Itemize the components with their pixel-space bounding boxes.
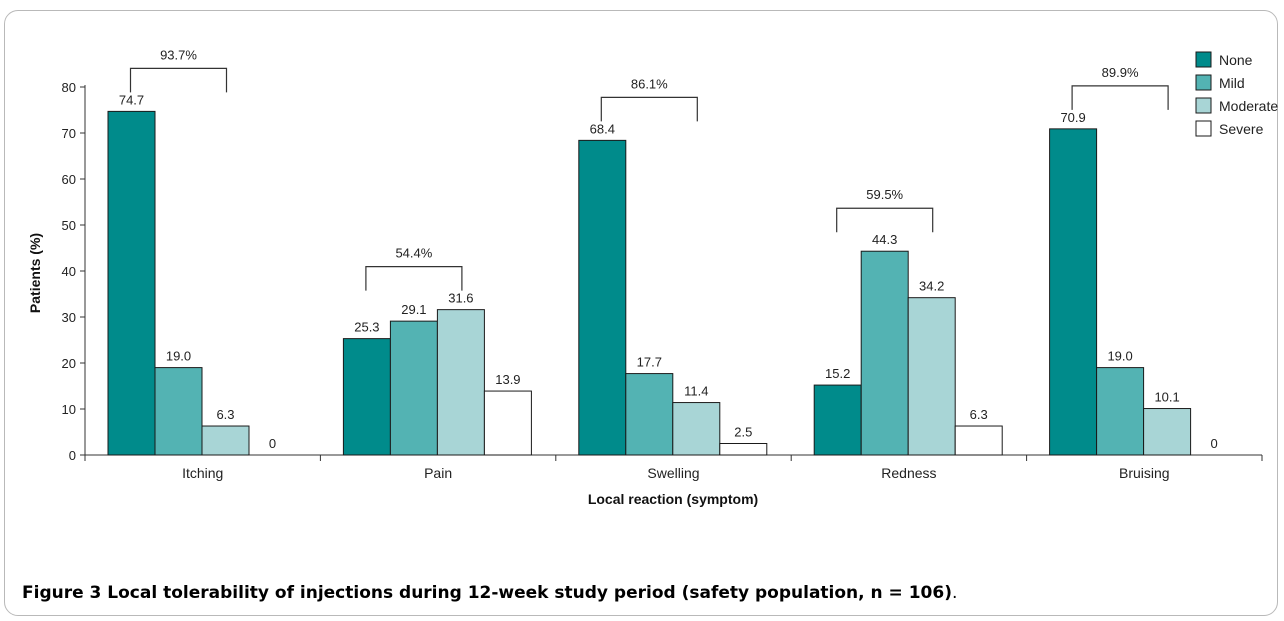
x-tick-label: Pain: [424, 465, 452, 481]
bracket: [1071, 85, 1169, 110]
y-axis-title: Patients (%): [27, 233, 43, 313]
bar-value-label: 31.6: [448, 291, 473, 306]
x-tick-label: Bruising: [1119, 465, 1170, 481]
legend-swatch: [1195, 74, 1212, 91]
y-tick-label: 0: [69, 448, 76, 463]
bar: [813, 384, 862, 456]
y-tick-label: 60: [62, 172, 76, 187]
caption-text: Local tolerability of injections during …: [101, 583, 952, 603]
bar: [907, 297, 956, 456]
x-tick-label: Redness: [881, 465, 936, 481]
bracket: [600, 96, 698, 122]
bar-value-label: 15.2: [825, 366, 850, 381]
y-tick-label: 30: [62, 310, 76, 325]
bar-value-label: 2.5: [734, 425, 752, 440]
y-tick-label: 40: [62, 264, 76, 279]
bar-value-label: 13.9: [495, 372, 520, 387]
bar: [954, 425, 1003, 456]
bar: [342, 338, 391, 456]
bracket-label: 89.9%: [1102, 65, 1139, 80]
bar: [578, 139, 627, 456]
bar-value-label: 44.3: [872, 232, 897, 247]
bracket-label: 93.7%: [160, 47, 197, 62]
bracket-label: 86.1%: [631, 76, 668, 91]
bar: [625, 373, 674, 456]
legend-swatch: [1195, 51, 1212, 68]
bar-value-label: 17.7: [637, 355, 662, 370]
bar: [483, 390, 532, 456]
bar-value-label: 6.3: [216, 407, 234, 422]
bar-value-label: 11.4: [684, 384, 708, 399]
bar: [719, 443, 768, 456]
bar: [154, 367, 203, 456]
bar: [201, 425, 250, 456]
bar: [860, 250, 909, 456]
bar-value-label: 68.4: [590, 121, 615, 136]
bar: [389, 320, 438, 456]
bracket: [129, 67, 228, 93]
bracket-label: 59.5%: [866, 187, 903, 202]
bracket-label: 54.4%: [395, 246, 432, 261]
y-tick-label: 80: [62, 80, 76, 95]
bar-value-label: 0: [1210, 436, 1217, 451]
bars: [107, 110, 1192, 456]
bar: [1049, 128, 1098, 456]
bar-value-label: 25.3: [354, 320, 379, 335]
bar-value-label: 74.7: [119, 92, 144, 107]
legend-swatch: [1195, 97, 1212, 114]
bracket: [365, 266, 463, 291]
y-tick-label: 20: [62, 356, 76, 371]
legend-label: Moderate: [1219, 98, 1278, 114]
bar-value-label: 19.0: [166, 349, 191, 364]
value-labels: 74.7 25.3 68.4 15.2 70.9 19.0 29.1 17.7 44.3 19.0…: [119, 92, 1218, 451]
caption-period: .: [951, 583, 958, 603]
legend-label: Mild: [1219, 75, 1245, 91]
bar-value-label: 29.1: [401, 302, 426, 317]
bar-value-label: 19.0: [1107, 349, 1132, 364]
bar: [436, 309, 485, 456]
legend: None Mild Moderate Severe: [1195, 51, 1278, 137]
bar: [1143, 408, 1192, 456]
caption-label: Figure 3: [22, 583, 102, 603]
bracket: [836, 207, 934, 233]
bar-value-label: 70.9: [1060, 110, 1085, 125]
y-tick-label: 70: [62, 126, 76, 141]
x-tick-label: Swelling: [647, 465, 699, 481]
bar-value-label: 10.1: [1154, 390, 1179, 405]
figure-caption: Figure 3 Local tolerability of injection…: [22, 583, 957, 603]
y-tick-label: 10: [62, 402, 76, 417]
y-tick-label: 50: [62, 218, 76, 233]
brackets: 93.7% 54.4% 86.1% 59.5% 89.9%: [129, 47, 1169, 291]
bar-value-label: 6.3: [970, 407, 988, 422]
x-axis: Itching Pain Swelling Redness Bruising: [84, 454, 1263, 481]
legend-label: Severe: [1219, 121, 1264, 137]
bar-value-label: 34.2: [919, 279, 944, 294]
bar-value-label: 0: [269, 436, 276, 451]
legend-swatch: [1195, 120, 1212, 137]
bar: [1096, 367, 1145, 456]
x-tick-label: Itching: [182, 465, 223, 481]
y-axis: 0 10 20 30 40 50 60 70 80: [62, 80, 86, 463]
legend-label: None: [1219, 52, 1253, 68]
bar-chart: 0 10 20 30 40 50 60 70 80 Itching Pain Swelling Red…: [27, 47, 1278, 507]
bar: [107, 110, 156, 456]
x-axis-title: Local reaction (symptom): [588, 491, 758, 507]
bar: [672, 402, 721, 456]
